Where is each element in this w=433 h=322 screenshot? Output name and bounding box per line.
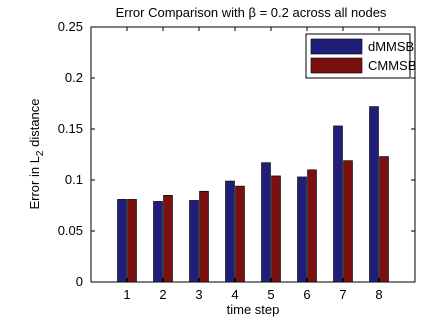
- bar-dmmsb-2: [153, 201, 163, 283]
- x-tick-label: 3: [195, 287, 202, 302]
- bar-dmmsb-4: [225, 180, 235, 283]
- x-tick-label: 7: [339, 287, 346, 302]
- y-axis-title: Error in L2 distance: [27, 98, 46, 209]
- y-axis-title-tail: distance: [27, 98, 42, 150]
- legend-label-cmmsb: CMMSB: [368, 58, 416, 73]
- legend-swatch-cmmsb: [310, 57, 363, 74]
- y-tick-label: 0.25: [58, 19, 83, 34]
- x-tick-label: 8: [375, 287, 382, 302]
- x-axis-ticks: 1 2 3 4 5 6 7 8: [123, 27, 383, 302]
- y-tick-label: 0.1: [65, 172, 83, 187]
- bar-series-group: [117, 106, 389, 283]
- legend-swatch-dmmsb: [310, 38, 363, 55]
- bar-cmmsb-7: [343, 160, 353, 283]
- legend: dMMSB CMMSB: [305, 33, 416, 79]
- bar-dmmsb-1: [117, 199, 127, 283]
- bar-cmmsb-5: [271, 175, 281, 283]
- y-axis-ticks: 0 0.05 0.1 0.15 0.2 0.25: [58, 19, 415, 289]
- y-axis-title-main: Error in L: [27, 156, 42, 209]
- x-axis-title: time step: [227, 302, 280, 317]
- x-tick-label: 5: [267, 287, 274, 302]
- x-tick-label: 4: [231, 287, 238, 302]
- y-axis-title-subscript: 2: [35, 150, 46, 156]
- x-tick-label: 2: [159, 287, 166, 302]
- bar-cmmsb-2: [163, 195, 173, 283]
- y-tick-label: 0.15: [58, 121, 83, 136]
- bar-cmmsb-3: [199, 190, 209, 283]
- x-tick-label: 1: [123, 287, 130, 302]
- bar-dmmsb-7: [333, 125, 343, 283]
- chart-title: Error Comparison with β = 0.2 across all…: [116, 5, 387, 20]
- bar-cmmsb-4: [235, 185, 245, 283]
- y-tick-label: 0.05: [58, 223, 83, 238]
- bar-cmmsb-8: [379, 156, 389, 283]
- y-tick-label: 0.2: [65, 70, 83, 85]
- bar-cmmsb-1: [127, 199, 137, 283]
- y-tick-label: 0: [76, 274, 83, 289]
- bar-cmmsb-6: [307, 169, 317, 283]
- bar-dmmsb-6: [297, 176, 307, 283]
- bar-dmmsb-5: [261, 162, 271, 283]
- bar-dmmsb-3: [189, 200, 199, 283]
- x-tick-label: 6: [303, 287, 310, 302]
- bar-dmmsb-8: [369, 106, 379, 283]
- legend-label-dmmsb: dMMSB: [368, 39, 414, 54]
